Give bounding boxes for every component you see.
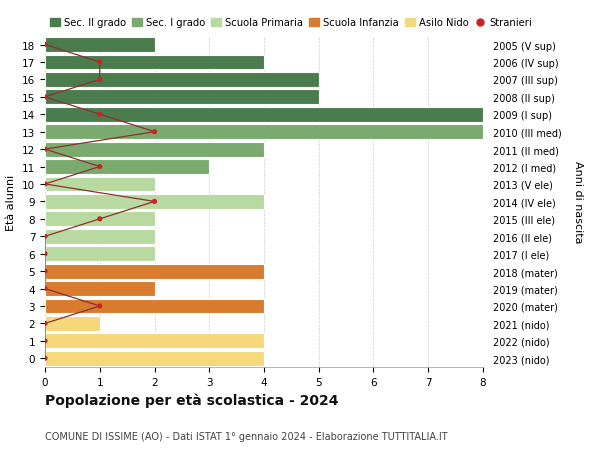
Bar xyxy=(45,177,155,192)
Point xyxy=(150,129,160,136)
Point xyxy=(40,355,50,362)
Point xyxy=(40,285,50,292)
Point xyxy=(40,251,50,258)
Bar xyxy=(45,56,264,70)
Point xyxy=(95,216,104,223)
Bar xyxy=(45,195,264,209)
Bar xyxy=(45,281,155,297)
Bar xyxy=(45,38,155,53)
Point xyxy=(40,337,50,345)
Bar xyxy=(45,230,155,244)
Bar xyxy=(45,90,319,105)
Text: COMUNE DI ISSIME (AO) - Dati ISTAT 1° gennaio 2024 - Elaborazione TUTTITALIA.IT: COMUNE DI ISSIME (AO) - Dati ISTAT 1° ge… xyxy=(45,431,448,442)
Bar xyxy=(45,299,264,313)
Y-axis label: Età alunni: Età alunni xyxy=(7,174,16,230)
Bar xyxy=(45,73,319,88)
Bar xyxy=(45,316,100,331)
Point xyxy=(95,59,104,67)
Bar xyxy=(45,142,264,157)
Point xyxy=(40,268,50,275)
Bar xyxy=(45,160,209,174)
Bar xyxy=(45,247,155,262)
Bar xyxy=(45,107,483,123)
Bar xyxy=(45,264,264,279)
Point xyxy=(40,181,50,188)
Point xyxy=(150,198,160,206)
Point xyxy=(40,320,50,327)
Point xyxy=(40,233,50,241)
Point xyxy=(40,146,50,153)
Point xyxy=(40,94,50,101)
Point xyxy=(95,77,104,84)
Bar xyxy=(45,125,483,140)
Point xyxy=(95,112,104,119)
Bar xyxy=(45,212,155,227)
Text: Popolazione per età scolastica - 2024: Popolazione per età scolastica - 2024 xyxy=(45,392,338,407)
Point xyxy=(95,302,104,310)
Y-axis label: Anni di nascita: Anni di nascita xyxy=(572,161,583,243)
Legend: Sec. II grado, Sec. I grado, Scuola Primaria, Scuola Infanzia, Asilo Nido, Stran: Sec. II grado, Sec. I grado, Scuola Prim… xyxy=(50,18,532,28)
Point xyxy=(40,42,50,49)
Bar xyxy=(45,334,264,348)
Bar xyxy=(45,351,264,366)
Point xyxy=(95,163,104,171)
